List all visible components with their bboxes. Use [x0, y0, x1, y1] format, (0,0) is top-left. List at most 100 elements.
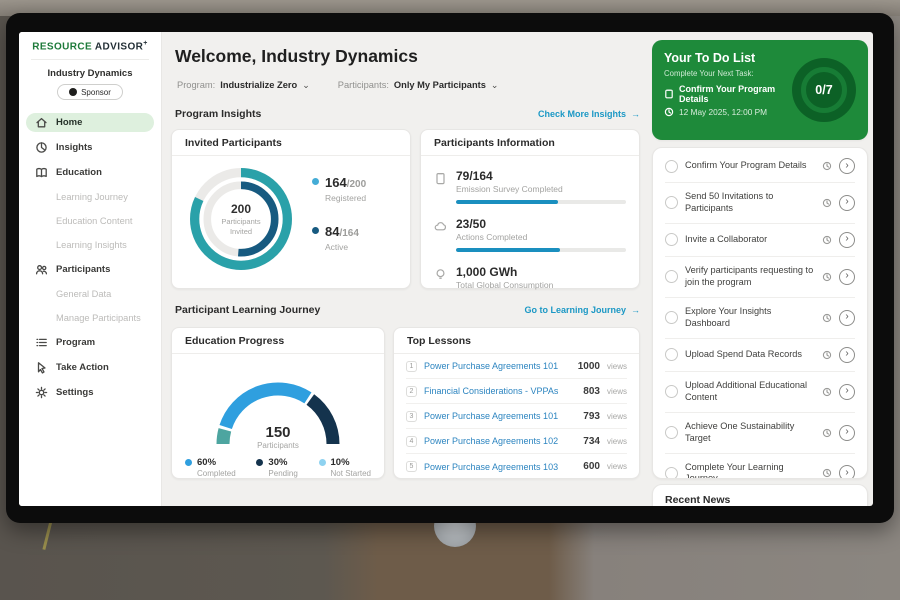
chevron-right-icon[interactable]: › — [839, 231, 855, 248]
invited-participants-card: Invited Participants 200 Participants In… — [171, 129, 411, 289]
task-checkbox[interactable] — [665, 385, 678, 399]
task-checkbox[interactable] — [665, 270, 678, 284]
top-lessons-card: Top Lessons 1 Power Purchase Agreements … — [393, 327, 640, 479]
todo-next-task-label: Confirm Your Program Details — [679, 84, 776, 104]
lesson-title-link[interactable]: Power Purchase Agreements 101 — [424, 361, 559, 371]
settings-gear-icon — [35, 386, 48, 399]
chevron-right-icon[interactable]: › — [839, 465, 855, 478]
go-to-learning-journey-link[interactable]: Go to Learning Journey → — [524, 305, 640, 315]
lesson-views-label: views — [606, 436, 627, 446]
sidebar-item-label: Insights — [56, 142, 93, 154]
section-title: Program Insights — [175, 108, 262, 120]
chevron-right-icon[interactable]: › — [839, 158, 855, 174]
task-checkbox[interactable] — [665, 233, 678, 247]
learning-journey-header: Participant Learning Journey Go to Learn… — [175, 304, 640, 316]
sidebar-item-learning-journey[interactable]: Learning Journey — [56, 192, 128, 203]
todo-due-date: 12 May 2025, 12:00 PM — [664, 107, 784, 117]
lesson-rank: 2 — [406, 385, 417, 397]
check-more-insights-link[interactable]: Check More Insights → — [538, 109, 640, 119]
progress-bar — [456, 200, 626, 204]
lesson-title-link[interactable]: Power Purchase Agreements 103 — [424, 461, 559, 472]
legend-dot — [256, 459, 264, 466]
lesson-row[interactable]: 5 Power Purchase Agreements 103 600 view… — [406, 454, 627, 479]
program-list-icon — [35, 336, 48, 349]
chevron-right-icon[interactable]: › — [839, 309, 855, 326]
chevron-right-icon[interactable]: › — [839, 346, 855, 363]
sidebar-nav: Home Insights Education Learning Journey… — [19, 110, 161, 405]
legend-item-pending: 30% Pending — [256, 457, 298, 478]
sidebar-item-settings[interactable]: Settings — [26, 383, 154, 402]
task-checkbox[interactable] — [665, 426, 678, 440]
sidebar-item-home[interactable]: Home — [26, 113, 154, 133]
lesson-title-link[interactable]: Power Purchase Agreements 102 — [424, 436, 559, 446]
task-row[interactable]: Complete Your Learning Journey › — [665, 454, 855, 478]
participants-dropdown[interactable]: Participants: Only My Participants ⌄ — [338, 80, 499, 91]
education-progress-gauge-chart: 150 Participants — [203, 366, 353, 450]
legend-label: Pending — [268, 469, 298, 478]
task-checkbox[interactable] — [665, 311, 678, 325]
task-checkbox[interactable] — [665, 196, 678, 210]
task-row[interactable]: Upload Spend Data Records › — [665, 339, 855, 372]
lesson-title-link[interactable]: Power Purchase Agreements 101 — [424, 411, 559, 421]
sidebar-item-participants[interactable]: Participants — [26, 260, 154, 279]
cable — [42, 520, 53, 550]
task-checkbox[interactable] — [665, 466, 678, 478]
lesson-row[interactable]: 4 Power Purchase Agreements 102 734 view… — [406, 429, 627, 454]
sponsor-label: Sponsor — [81, 87, 111, 97]
task-row[interactable]: Confirm Your Program Details › — [665, 150, 855, 183]
sidebar-item-take-action[interactable]: Take Action — [26, 358, 154, 377]
sidebar-item-label: Home — [56, 117, 83, 129]
todo-subtitle: Complete Your Next Task: — [664, 69, 754, 78]
logo-secondary: ADVISOR — [94, 41, 144, 53]
task-row[interactable]: Upload Additional Educational Content › — [665, 372, 855, 413]
lesson-row[interactable]: 2 Financial Considerations - VPPAs 803 v… — [406, 379, 627, 404]
legend-dot — [312, 227, 319, 234]
time-estimate-icon — [822, 272, 832, 282]
lesson-title-link[interactable]: Financial Considerations - VPPAs — [424, 386, 559, 396]
participants-invited-label: Participants Invited — [221, 216, 261, 236]
todo-summary-card: Your To Do List Complete Your Next Task:… — [652, 40, 868, 140]
task-label: Achieve One Sustainability Target — [685, 420, 795, 443]
donut-legend: 164/200 Registered 84/164 Active — [312, 174, 366, 252]
task-checkbox[interactable] — [665, 159, 678, 173]
participants-invited-count: 200 — [230, 201, 252, 216]
legend-item-not-started: 10% Not Started — [318, 457, 371, 478]
chevron-right-icon[interactable]: › — [839, 194, 855, 211]
todo-next-task[interactable]: Confirm Your Program Details — [664, 84, 784, 104]
program-label: Program: — [177, 80, 216, 90]
task-checkbox[interactable] — [665, 348, 678, 362]
task-row[interactable]: Explore Your Insights Dashboard › — [665, 298, 855, 339]
sidebar-item-insights[interactable]: Insights — [26, 138, 154, 157]
lesson-views: 600 — [583, 461, 600, 472]
sidebar-item-education-content[interactable]: Education Content — [56, 216, 133, 227]
chevron-right-icon[interactable]: › — [839, 383, 855, 400]
take-action-icon — [35, 361, 48, 374]
lesson-rank: 5 — [406, 461, 417, 472]
legend-value: 60% — [197, 457, 217, 468]
sponsor-badge[interactable]: Sponsor — [57, 84, 123, 101]
stat-total-consumption: 1,000 GWh Total Global Consumption — [434, 258, 626, 296]
todo-task-list-card: Confirm Your Program Details › Send 50 I… — [652, 147, 868, 479]
task-row[interactable]: Verify participants requesting to join t… — [665, 257, 855, 298]
program-dropdown[interactable]: Program: Industrialize Zero ⌄ — [177, 80, 310, 91]
time-estimate-icon — [822, 468, 832, 478]
task-row[interactable]: Achieve One Sustainability Target › — [665, 413, 855, 454]
lesson-views-label: views — [606, 361, 627, 371]
actions-icon — [434, 220, 447, 233]
program-insights-header: Program Insights Check More Insights → — [175, 108, 640, 120]
chevron-right-icon[interactable]: › — [839, 268, 855, 285]
sidebar-item-learning-insights[interactable]: Learning Insights — [56, 240, 127, 251]
sidebar-item-manage-participants[interactable]: Manage Participants — [56, 313, 141, 324]
sidebar-item-general-data[interactable]: General Data — [56, 289, 112, 300]
lesson-row[interactable]: 3 Power Purchase Agreements 101 793 view… — [406, 404, 627, 429]
lesson-row[interactable]: 1 Power Purchase Agreements 101 1000 vie… — [406, 354, 627, 379]
background-wall — [0, 0, 900, 16]
progress-bar — [456, 248, 626, 252]
chevron-right-icon[interactable]: › — [839, 424, 855, 441]
registered-value: 164 — [325, 175, 347, 190]
task-row[interactable]: Send 50 Invitations to Participants › — [665, 183, 855, 224]
active-label: Active — [325, 242, 349, 252]
sidebar-item-program[interactable]: Program — [26, 333, 154, 352]
task-row[interactable]: Invite a Collaborator › — [665, 224, 855, 257]
sidebar-item-education[interactable]: Education — [26, 163, 154, 182]
